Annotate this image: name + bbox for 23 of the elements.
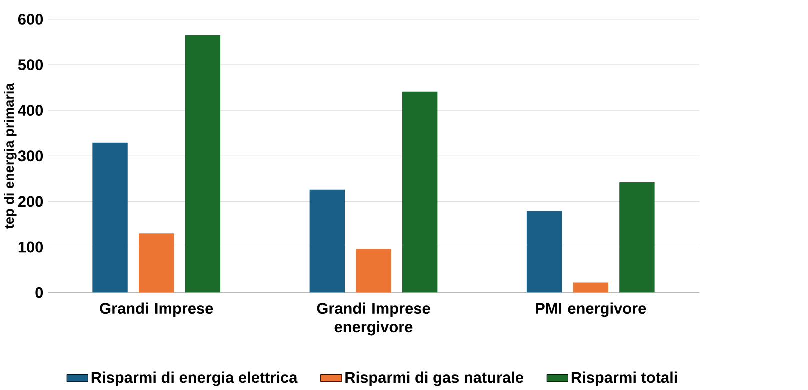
bar	[526, 211, 562, 293]
bar	[402, 92, 438, 293]
bar	[573, 282, 608, 293]
legend-label: Risparmi totali	[572, 372, 678, 386]
bar	[620, 182, 655, 293]
bar	[92, 143, 128, 293]
bar	[310, 190, 346, 293]
y-tick-label: 300	[18, 150, 44, 162]
x-tick-label: PMI energivore	[536, 302, 646, 318]
y-axis-title: tep di energia primaria	[4, 83, 17, 229]
bar	[356, 249, 392, 293]
legend-label: Risparmi di gas naturale	[346, 372, 524, 386]
y-tick-label: 500	[18, 60, 44, 71]
y-tick-label: 0	[36, 287, 44, 298]
y-tick-label: 200	[18, 196, 44, 208]
bar	[185, 36, 221, 293]
x-tick-label: Grandi Imprese	[100, 302, 214, 318]
y-tick-label: 400	[18, 105, 44, 116]
y-tick-label: 600	[18, 14, 44, 26]
legend-label: Risparmi di energia elettrica	[92, 372, 298, 386]
y-tick-label: 100	[18, 242, 44, 253]
bar	[139, 234, 174, 293]
x-tick-label: Grandi Imprese energivore	[317, 302, 430, 336]
